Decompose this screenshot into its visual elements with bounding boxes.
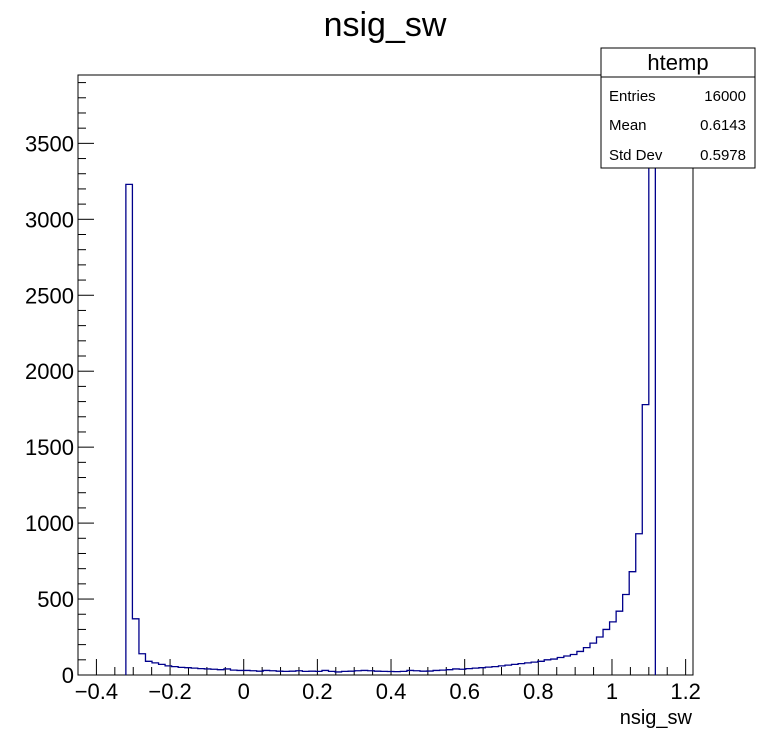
- axis-tick-labels: −0.4 −0.2 0 0.2 0.4 0.6 0.8 1 1.2 0 500 1000 1500 200…: [25, 131, 701, 704]
- stats-stddev-label: Std Dev: [609, 147, 663, 164]
- stats-mean-value: 0.6143: [700, 117, 746, 134]
- x-tick-label: 1: [606, 679, 618, 704]
- histogram-line: [125, 74, 656, 675]
- stats-entries-value: 16000: [704, 88, 746, 105]
- x-tick-label: 0.8: [523, 679, 554, 704]
- y-tick-label: 0: [62, 663, 74, 688]
- stats-box: htemp Entries 16000 Mean 0.6143 Std Dev …: [600, 47, 756, 169]
- stats-mean-label: Mean: [609, 117, 647, 134]
- x-tick-label: 0: [238, 679, 250, 704]
- y-tick-label: 2000: [25, 359, 74, 384]
- chart-title: nsig_sw: [324, 6, 447, 44]
- stats-box-title: htemp: [647, 50, 708, 75]
- y-tick-label: 1000: [25, 511, 74, 536]
- y-tick-label: 500: [37, 587, 74, 612]
- stats-box-frame: [600, 47, 756, 169]
- x-tick-label: 1.2: [670, 679, 701, 704]
- y-tick-label: 3000: [25, 207, 74, 232]
- x-tick-label: −0.2: [148, 679, 191, 704]
- plot-frame: [77, 74, 694, 676]
- x-tick-label: −0.4: [75, 679, 118, 704]
- x-tick-label: 0.6: [449, 679, 480, 704]
- y-tick-label: 2500: [25, 283, 74, 308]
- x-tick-label: 0.4: [376, 679, 407, 704]
- stats-stddev-value: 0.5978: [700, 147, 746, 164]
- y-tick-label: 1500: [25, 435, 74, 460]
- stats-entries-label: Entries: [609, 88, 656, 105]
- axis-ticks: [77, 82, 687, 676]
- x-tick-label: 0.2: [302, 679, 333, 704]
- x-axis-title: nsig_sw: [620, 707, 693, 729]
- y-tick-label: 3500: [25, 131, 74, 156]
